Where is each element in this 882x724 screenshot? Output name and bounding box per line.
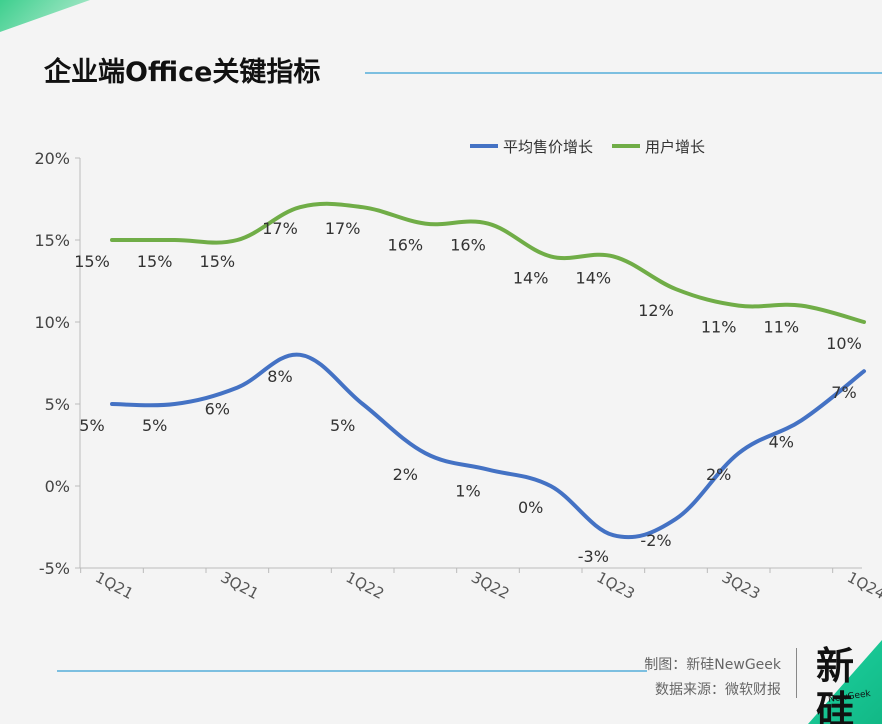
data-label: -3% (578, 547, 609, 566)
data-label: 12% (638, 301, 674, 320)
data-label: 11% (764, 318, 800, 337)
data-label: -2% (640, 531, 671, 550)
data-label: 14% (576, 268, 612, 287)
y-tick-label: 10% (34, 313, 70, 332)
x-tick-label: 3Q21 (218, 568, 262, 603)
data-label: 17% (262, 219, 298, 238)
x-tick-label: 3Q23 (719, 568, 763, 603)
title-divider (365, 72, 882, 74)
y-tick-label: -5% (39, 559, 70, 578)
data-label: 8% (267, 367, 292, 386)
page-title: 企业端Office关键指标 (44, 57, 321, 88)
chart-series-lines (110, 201, 866, 540)
x-tick-label: 1Q22 (343, 568, 387, 603)
x-tick-label: 1Q23 (594, 568, 638, 603)
data-label: 15% (200, 252, 236, 271)
data-label: 5% (330, 416, 355, 435)
credit-data-source: 数据来源：微软财报 (655, 682, 781, 698)
data-label: 16% (388, 236, 424, 255)
data-label: 5% (142, 416, 167, 435)
data-label: 14% (513, 268, 549, 287)
credit-chart-by: 制图：新硅NewGeek (644, 657, 781, 673)
data-label: 15% (74, 252, 110, 271)
data-label: 11% (701, 318, 737, 337)
legend-label: 用户增长 (645, 138, 705, 156)
data-label: 5% (79, 416, 104, 435)
data-label: 2% (393, 465, 418, 484)
y-tick-label: 15% (34, 231, 70, 250)
x-tick-label: 3Q22 (468, 568, 512, 603)
data-label: 4% (769, 432, 794, 451)
data-label: 1% (455, 482, 480, 501)
chart-axes: -5% 0% 5% 10% 15% 20% 1Q21 3Q21 1Q22 3Q22 1Q23 3Q23… (34, 149, 882, 603)
x-tick-label: 1Q21 (92, 568, 136, 603)
credit-divider (796, 648, 797, 698)
y-tick-label: 20% (34, 149, 70, 168)
footer-divider (57, 670, 647, 672)
data-label: 16% (450, 236, 486, 255)
chart-data-labels: 5% 5% 6% 8% 5% 2% 1% 0% -3% -2% 2% 4% 7% 15% 15% 15% 17%… (74, 219, 862, 566)
data-label: 6% (205, 400, 230, 419)
data-label: 2% (706, 465, 731, 484)
y-tick-label: 5% (45, 395, 70, 414)
data-label: 0% (518, 498, 543, 517)
data-label: 15% (137, 252, 173, 271)
brand-logo: 新硅 NewGeek (808, 640, 882, 724)
y-tick-label: 0% (45, 477, 70, 496)
data-label: 7% (831, 383, 856, 402)
data-label: 17% (325, 219, 361, 238)
x-tick-label: 1Q24 (844, 568, 882, 603)
series-line-user-growth (110, 201, 866, 324)
data-label: 10% (826, 334, 862, 353)
chart-legend: 平均售价增长 用户增长 (470, 138, 705, 156)
logo-mark: 新硅 (816, 644, 855, 724)
legend-label: 平均售价增长 (503, 138, 593, 156)
series-line-asp-growth (110, 352, 866, 540)
